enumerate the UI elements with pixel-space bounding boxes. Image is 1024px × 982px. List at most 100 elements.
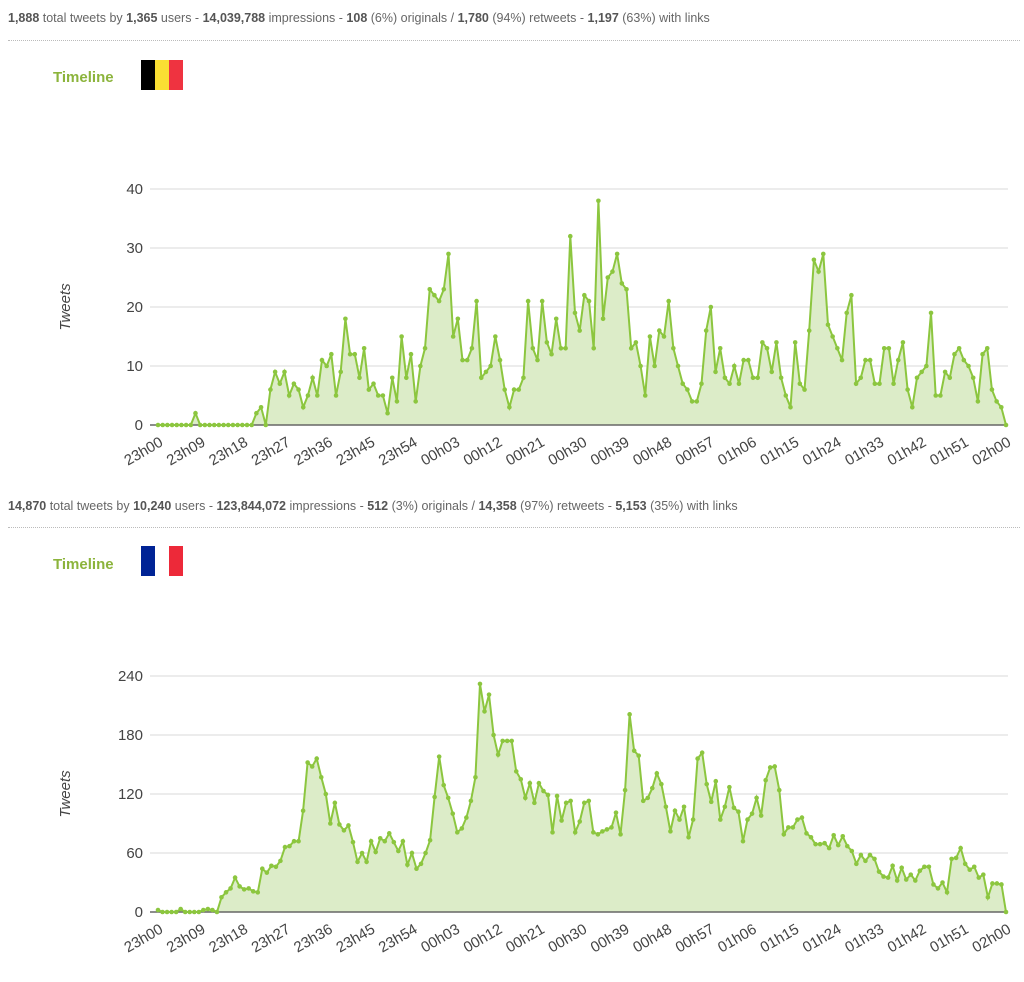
data-point [361, 346, 367, 351]
data-point [366, 387, 372, 392]
impressions-count: 14,039,788 [202, 11, 266, 25]
data-point [713, 369, 718, 375]
data-point [436, 754, 442, 759]
retweets-count: 1,780 [457, 11, 489, 25]
data-point [600, 316, 606, 322]
x-tick-label: 01h15 [757, 921, 802, 957]
data-point [659, 781, 664, 787]
data-point [318, 774, 324, 780]
y-tick-label: 0 [135, 417, 143, 434]
data-point [799, 815, 805, 820]
data-point [764, 346, 770, 351]
data-point [811, 257, 817, 263]
data-point [772, 764, 778, 769]
data-point [581, 800, 587, 806]
data-point [165, 422, 170, 428]
data-point [511, 387, 517, 392]
data-point [196, 909, 202, 915]
data-point [427, 287, 433, 292]
data-point [731, 805, 737, 811]
data-point [483, 369, 489, 375]
data-point [418, 861, 424, 867]
data-point [713, 778, 719, 784]
data-point [558, 346, 564, 351]
data-point [858, 375, 864, 381]
data-point [778, 375, 784, 381]
data-point [169, 422, 175, 428]
data-point [990, 881, 995, 886]
x-tick-label: 00h39 [588, 434, 633, 470]
data-point [826, 845, 832, 851]
data-point [240, 422, 245, 428]
data-point [286, 393, 292, 398]
data-point [408, 351, 414, 357]
data-point [722, 375, 728, 381]
x-tick-label: 01h06 [715, 434, 760, 470]
data-point [830, 334, 835, 339]
data-point [1003, 909, 1009, 915]
y-tick-label: 30 [126, 240, 143, 257]
data-point [657, 328, 662, 333]
data-point [755, 375, 760, 381]
data-point [464, 815, 469, 820]
data-point [899, 865, 905, 871]
data-point [375, 393, 381, 398]
data-point [913, 878, 918, 883]
data-point [210, 907, 215, 913]
data-point [933, 393, 939, 398]
timeline-chart-belgium: 0 10 20 30 40 Tweets 23h0023h0923h1823h2723h36… [57, 181, 1014, 470]
retweets-count: 14,358 [478, 499, 517, 513]
data-point [736, 381, 742, 386]
data-point [854, 861, 859, 867]
data-point [835, 842, 841, 848]
data-point [211, 422, 217, 428]
total-tweets: 14,870 [8, 499, 47, 513]
data-point [609, 825, 614, 830]
x-tick-label: 23h27 [249, 921, 294, 957]
data-point [568, 798, 573, 804]
data-point [999, 882, 1004, 887]
data-point [223, 890, 229, 895]
data-point [277, 381, 283, 386]
data-point [272, 369, 278, 375]
data-point [935, 886, 941, 891]
x-tick-label: 23h27 [249, 434, 294, 470]
data-point [385, 410, 390, 416]
data-point [649, 785, 655, 791]
y-tick-label: 10 [126, 358, 143, 375]
data-point [749, 811, 755, 816]
x-tick-label: 23h00 [121, 921, 166, 957]
data-point [953, 855, 959, 861]
data-point [219, 894, 224, 900]
data-point [631, 748, 637, 754]
data-point [690, 817, 696, 822]
data-point [269, 863, 274, 869]
data-point [535, 357, 540, 363]
data-point [473, 774, 478, 780]
data-point [835, 346, 840, 351]
data-point [549, 351, 554, 357]
divider [8, 40, 1020, 41]
data-point [924, 363, 929, 369]
x-tick-label: 00h12 [461, 434, 506, 470]
x-tick-label: 23h00 [121, 434, 166, 470]
x-tick-label: 00h39 [588, 921, 633, 957]
data-point [786, 825, 791, 830]
data-point [981, 872, 986, 877]
data-point [971, 864, 977, 870]
data-point [450, 334, 456, 339]
x-tick-label: 01h24 [800, 921, 845, 957]
data-point [389, 375, 395, 381]
data-point [622, 787, 628, 793]
data-point [450, 811, 456, 816]
data-point [642, 393, 648, 398]
data-point [792, 340, 798, 345]
data-point [890, 863, 895, 869]
data-point [399, 334, 404, 339]
data-point [230, 422, 236, 428]
data-point [352, 351, 358, 357]
data-point [160, 909, 165, 915]
data-point [754, 795, 759, 801]
data-point [235, 422, 240, 428]
data-point [273, 864, 279, 870]
